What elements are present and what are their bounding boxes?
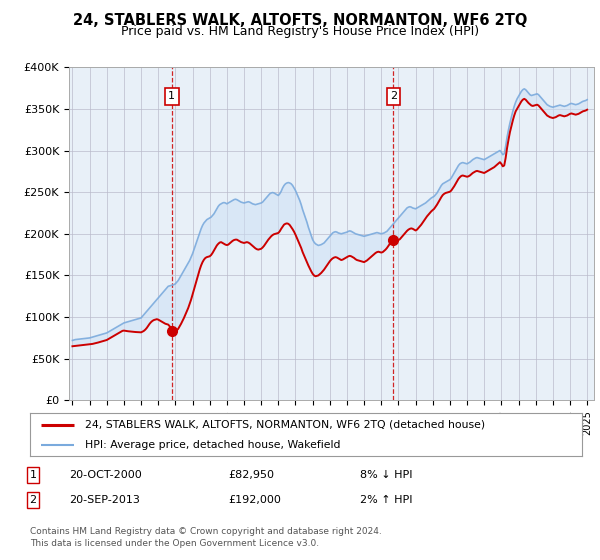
Text: 24, STABLERS WALK, ALTOFTS, NORMANTON, WF6 2TQ: 24, STABLERS WALK, ALTOFTS, NORMANTON, W… — [73, 13, 527, 28]
Text: Contains HM Land Registry data © Crown copyright and database right 2024.: Contains HM Land Registry data © Crown c… — [30, 528, 382, 536]
Text: 1: 1 — [168, 91, 175, 101]
Text: 2: 2 — [390, 91, 397, 101]
Text: £82,950: £82,950 — [228, 470, 274, 480]
Text: 20-OCT-2000: 20-OCT-2000 — [69, 470, 142, 480]
Text: 2: 2 — [29, 495, 37, 505]
Text: This data is licensed under the Open Government Licence v3.0.: This data is licensed under the Open Gov… — [30, 539, 319, 548]
Text: Price paid vs. HM Land Registry's House Price Index (HPI): Price paid vs. HM Land Registry's House … — [121, 25, 479, 38]
Text: 2% ↑ HPI: 2% ↑ HPI — [360, 495, 413, 505]
Text: £192,000: £192,000 — [228, 495, 281, 505]
Text: 20-SEP-2013: 20-SEP-2013 — [69, 495, 140, 505]
Text: 8% ↓ HPI: 8% ↓ HPI — [360, 470, 413, 480]
Text: 1: 1 — [29, 470, 37, 480]
Text: 24, STABLERS WALK, ALTOFTS, NORMANTON, WF6 2TQ (detached house): 24, STABLERS WALK, ALTOFTS, NORMANTON, W… — [85, 419, 485, 430]
Text: HPI: Average price, detached house, Wakefield: HPI: Average price, detached house, Wake… — [85, 440, 341, 450]
